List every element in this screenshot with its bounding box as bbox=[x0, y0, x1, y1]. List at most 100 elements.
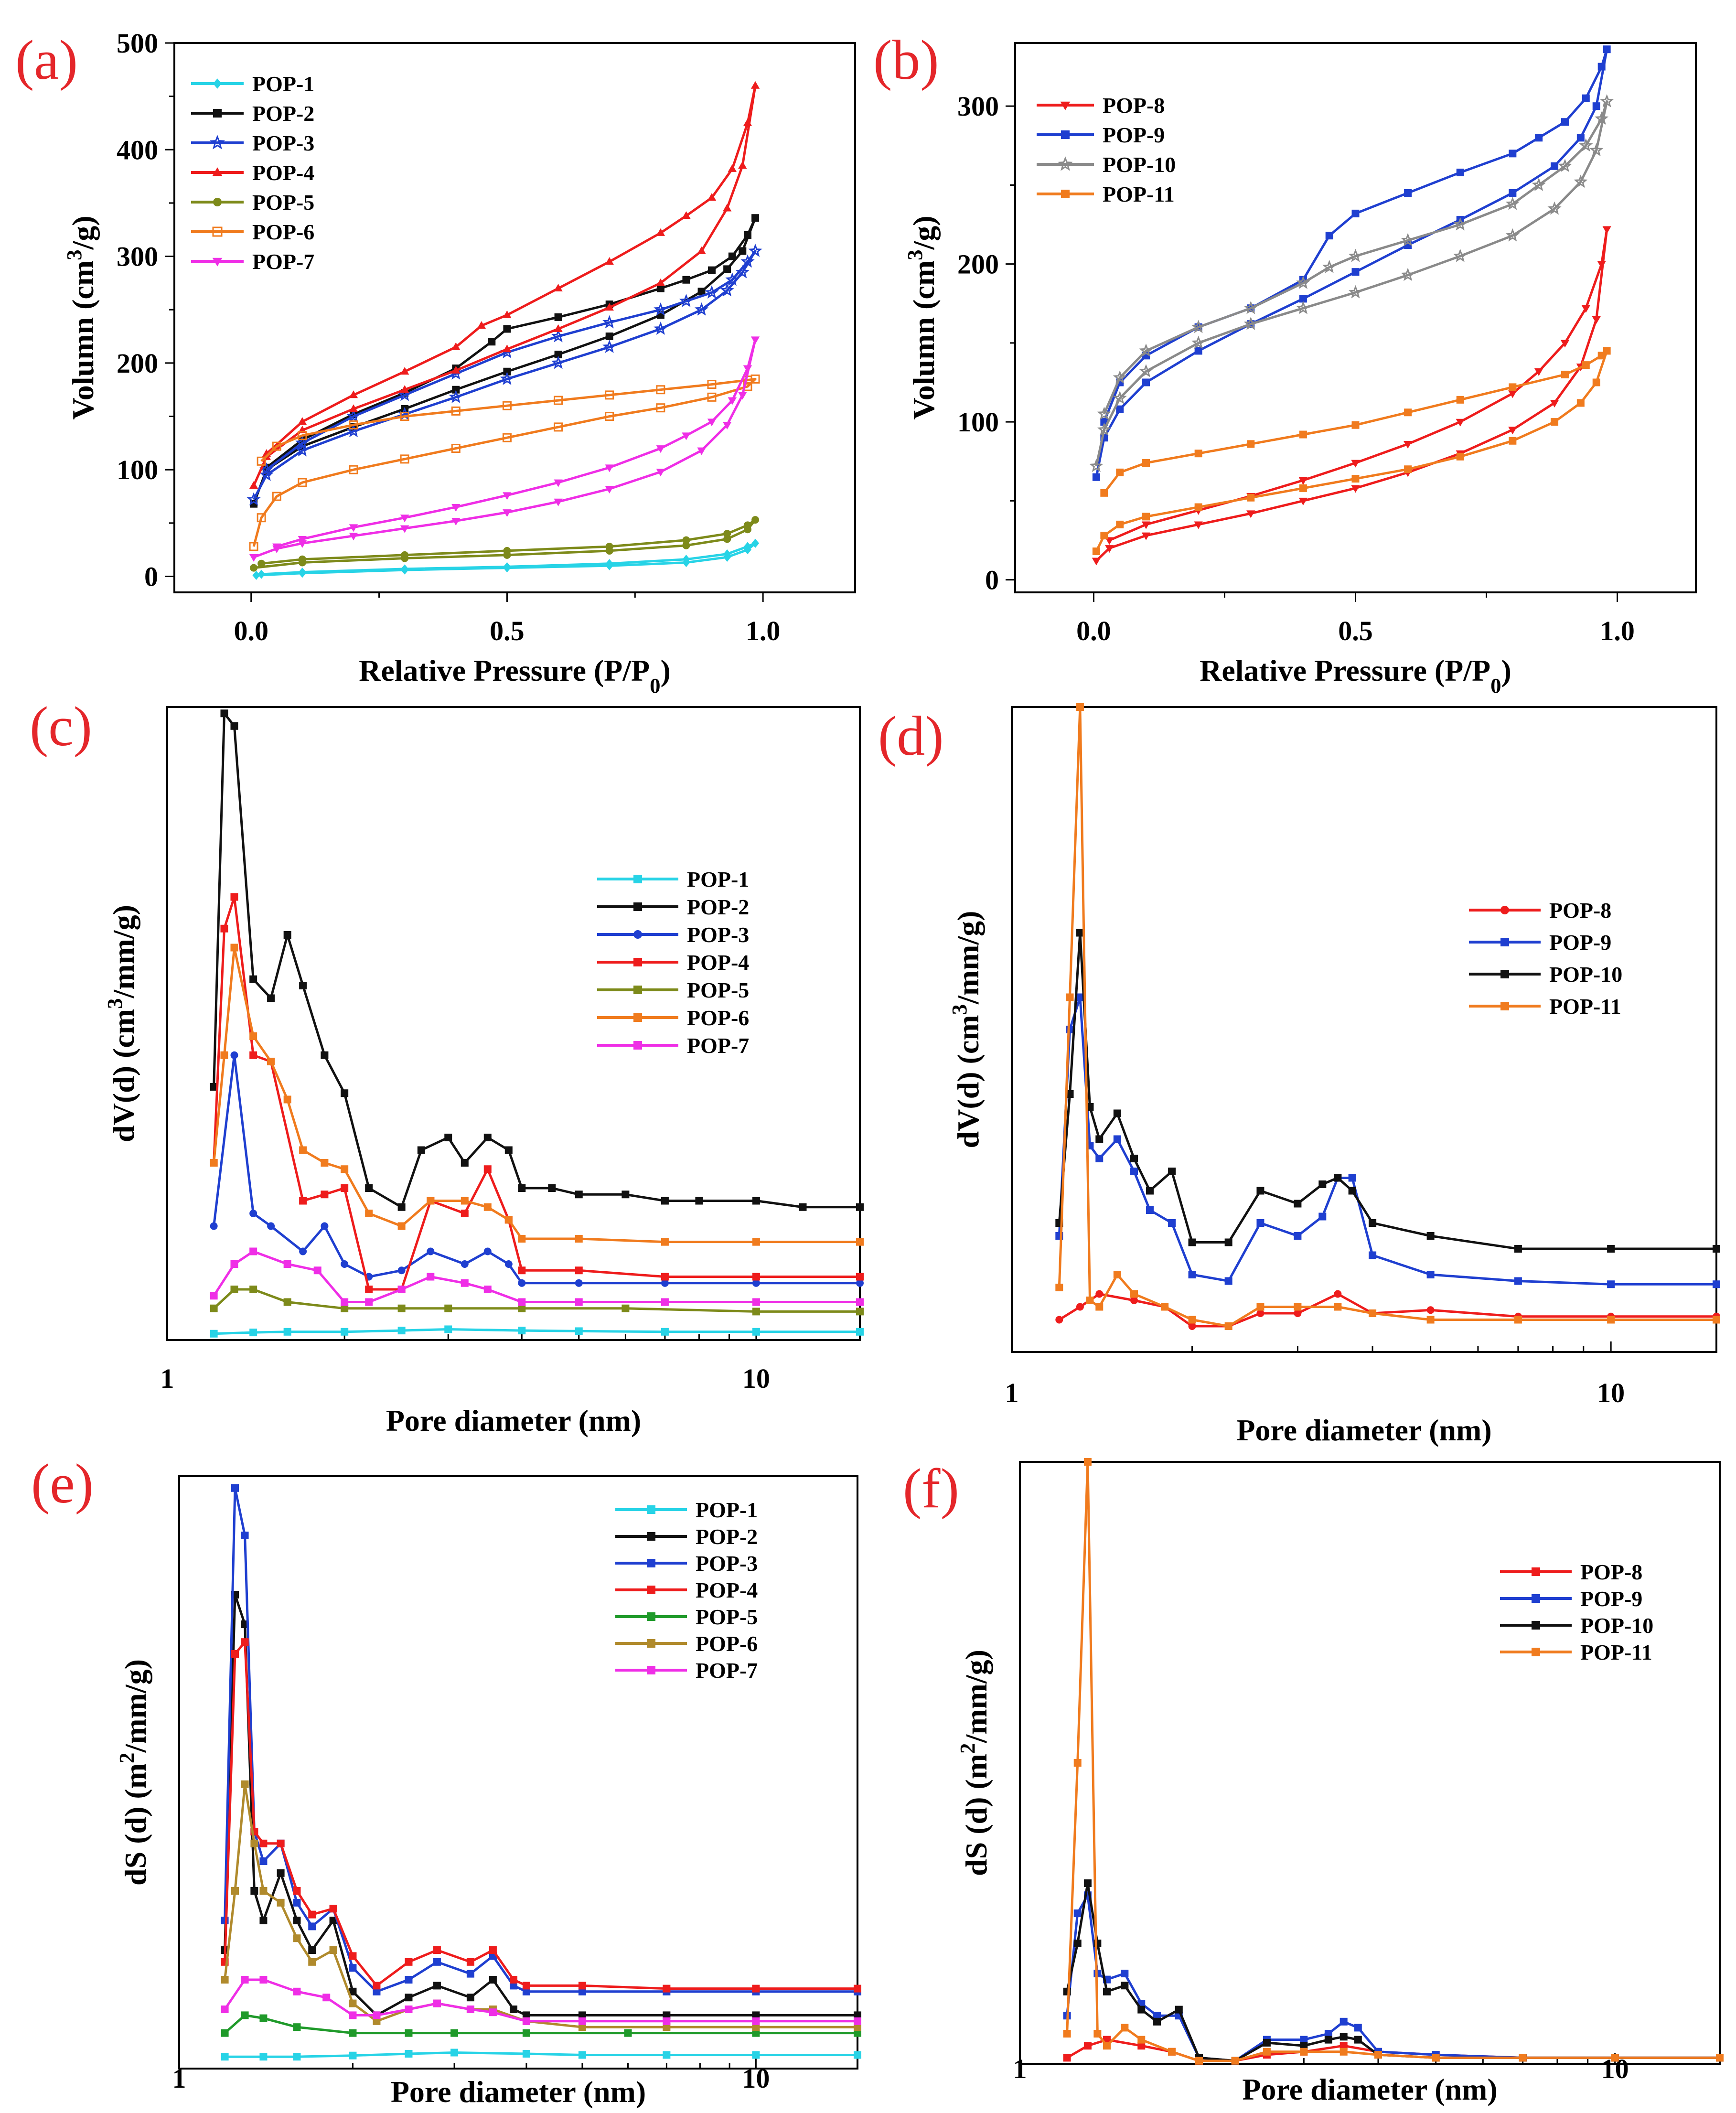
data-point bbox=[295, 443, 310, 457]
data-point bbox=[397, 1222, 406, 1230]
data-point bbox=[522, 1982, 530, 1990]
legend-marker bbox=[213, 109, 222, 118]
data-point bbox=[1348, 1187, 1356, 1195]
data-point bbox=[298, 567, 306, 577]
data-point bbox=[1224, 1322, 1232, 1330]
data-point bbox=[1130, 1168, 1138, 1175]
data-point bbox=[605, 303, 614, 311]
data-point bbox=[293, 1987, 301, 1995]
data-point bbox=[249, 1032, 257, 1040]
data-point bbox=[1508, 390, 1517, 398]
data-point bbox=[1194, 347, 1202, 355]
legend-marker bbox=[633, 986, 642, 994]
data-point bbox=[1076, 993, 1084, 1001]
data-point bbox=[230, 944, 238, 952]
data-point bbox=[605, 390, 614, 400]
data-point bbox=[551, 329, 566, 343]
legend-marker bbox=[1061, 190, 1070, 198]
data-point bbox=[1318, 1212, 1327, 1221]
data-point bbox=[1095, 1303, 1104, 1311]
data-point bbox=[400, 525, 409, 533]
data-point bbox=[1340, 2048, 1348, 2056]
data-point bbox=[341, 1328, 349, 1336]
data-point bbox=[1296, 300, 1310, 314]
data-point bbox=[349, 1999, 357, 2007]
data-point bbox=[444, 1304, 452, 1312]
data-point bbox=[250, 1887, 258, 1895]
legend-label: POP-5 bbox=[687, 978, 749, 1002]
x-axis-title: Pore diameter (nm) bbox=[1236, 1413, 1491, 1447]
legend-label: POP-4 bbox=[687, 950, 749, 975]
data-point bbox=[1063, 2054, 1071, 2062]
data-point bbox=[854, 1984, 861, 1993]
data-point bbox=[1256, 1219, 1264, 1227]
data-point bbox=[1401, 233, 1415, 247]
data-point bbox=[663, 2017, 671, 2025]
legend-label: POP-5 bbox=[696, 1605, 758, 1629]
legend-marker bbox=[1532, 1594, 1540, 1603]
legend-label: POP-9 bbox=[1549, 930, 1611, 955]
x-tick-label: 1.0 bbox=[1600, 615, 1635, 646]
data-point bbox=[397, 1304, 406, 1312]
data-point bbox=[1100, 532, 1108, 540]
data-point bbox=[298, 478, 307, 487]
data-point bbox=[1246, 510, 1255, 518]
data-point bbox=[605, 464, 614, 472]
data-point bbox=[1369, 1219, 1377, 1227]
data-point bbox=[433, 1982, 441, 1990]
data-point bbox=[241, 1532, 249, 1539]
data-point bbox=[1514, 1245, 1522, 1253]
data-point bbox=[1351, 421, 1360, 429]
data-point bbox=[554, 313, 562, 321]
data-point bbox=[365, 1210, 373, 1217]
data-point bbox=[656, 278, 665, 286]
data-point bbox=[502, 433, 512, 442]
data-point bbox=[293, 1934, 301, 1942]
data-point bbox=[1300, 2042, 1308, 2050]
data-point bbox=[1334, 1290, 1342, 1298]
data-point bbox=[682, 432, 691, 440]
data-point bbox=[1576, 134, 1585, 142]
data-point bbox=[856, 1238, 864, 1246]
data-point bbox=[1404, 465, 1412, 473]
series-line bbox=[224, 1593, 857, 2016]
data-point bbox=[1611, 2054, 1619, 2062]
data-point bbox=[663, 1984, 671, 1993]
data-point bbox=[349, 390, 358, 398]
legend-label: POP-7 bbox=[687, 1033, 749, 1058]
data-point bbox=[1116, 520, 1124, 528]
data-point bbox=[1093, 2030, 1102, 2038]
data-point bbox=[522, 2017, 530, 2025]
legend-marker bbox=[213, 198, 222, 206]
data-point bbox=[210, 1292, 218, 1300]
legend-label: POP-10 bbox=[1580, 1613, 1653, 1638]
legend-label: POP-3 bbox=[687, 922, 749, 947]
data-point bbox=[1095, 1135, 1104, 1143]
x-tick-label: 1.0 bbox=[746, 615, 781, 646]
data-point bbox=[349, 420, 358, 429]
data-point bbox=[1121, 2024, 1129, 2032]
data-point bbox=[551, 355, 566, 369]
data-point bbox=[1509, 189, 1517, 197]
legend-marker bbox=[633, 1041, 642, 1050]
data-point bbox=[605, 559, 613, 568]
chart-panel-4: (d) 1 10 Pore diameter (nm) dV(d) (cm3/mm/g)… bbox=[878, 703, 1720, 1447]
data-point bbox=[1073, 1940, 1082, 1947]
data-point bbox=[1256, 1303, 1264, 1311]
series-pop-1 bbox=[221, 2049, 861, 2061]
data-point bbox=[1055, 1316, 1063, 1324]
data-point bbox=[1592, 378, 1600, 386]
x-axis-title: Pore diameter (nm) bbox=[1242, 2072, 1497, 2106]
data-point bbox=[503, 509, 512, 517]
data-point bbox=[522, 1987, 530, 1995]
data-point bbox=[578, 2023, 586, 2031]
legend-marker bbox=[647, 1612, 655, 1621]
data-point bbox=[1324, 2030, 1332, 2038]
series-pop-8 bbox=[1055, 1290, 1720, 1330]
series-line bbox=[213, 1288, 860, 1313]
data-point bbox=[221, 1976, 229, 1984]
data-point bbox=[708, 266, 716, 274]
data-point bbox=[1505, 196, 1520, 210]
data-point bbox=[298, 540, 307, 548]
data-point bbox=[1354, 2036, 1362, 2044]
